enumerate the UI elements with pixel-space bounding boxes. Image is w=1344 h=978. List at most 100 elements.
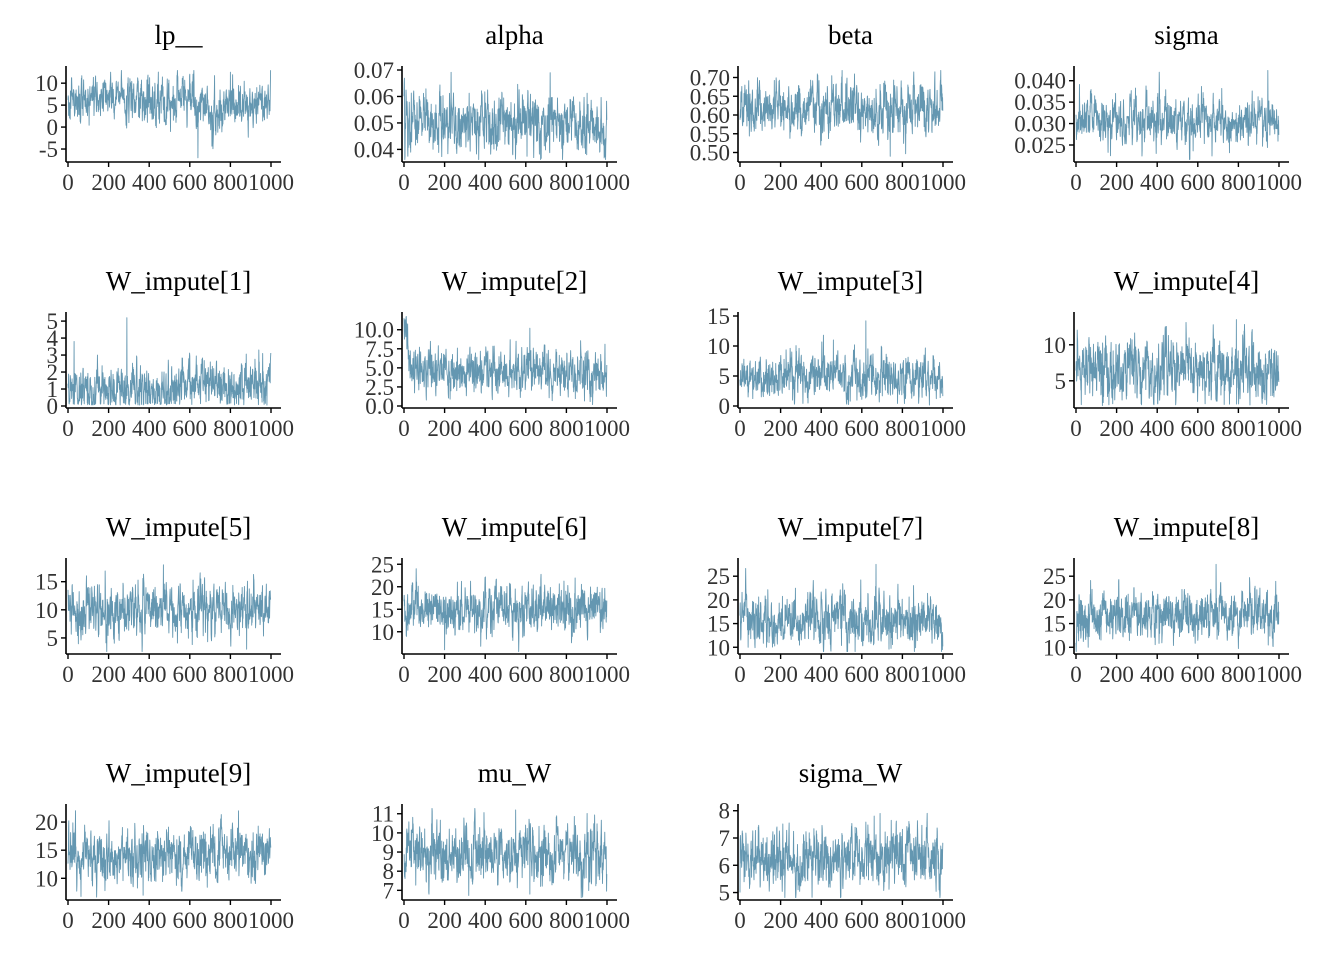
y-tick-label: 11 <box>372 802 394 827</box>
x-tick-label: 800 <box>213 170 248 195</box>
y-tick-label: 0.50 <box>690 141 730 166</box>
x-tick-label: 400 <box>132 662 167 687</box>
trace-line <box>1075 319 1280 406</box>
x-tick-label: 200 <box>763 416 798 441</box>
x-tick-label: 600 <box>845 170 880 195</box>
x-tick-label: 1000 <box>920 170 966 195</box>
y-tick-label: 10 <box>371 821 394 846</box>
x-tick-label: 0 <box>398 662 410 687</box>
x-tick-label: 200 <box>427 170 462 195</box>
x-tick-label: 800 <box>213 662 248 687</box>
x-tick-label: 400 <box>1140 416 1175 441</box>
x-tick-label: 400 <box>132 416 167 441</box>
panel-title: W_impute[8] <box>1114 512 1259 542</box>
y-tick-label: 0.60 <box>690 103 730 128</box>
x-tick-label: 600 <box>509 416 544 441</box>
trace-line <box>739 812 944 898</box>
x-tick-label: 0 <box>62 416 74 441</box>
x-tick-label: 800 <box>885 662 920 687</box>
y-tick-label: 10 <box>35 71 58 96</box>
x-tick-label: 200 <box>763 662 798 687</box>
x-tick-label: 0 <box>1070 416 1082 441</box>
y-tick-label: 15 <box>35 570 58 595</box>
y-tick-label: 0.07 <box>354 58 394 83</box>
x-tick-label: 200 <box>427 416 462 441</box>
trace-plot-svg: W_impute[2] 0.02.55.07.510.0 0 200 400 600 800… <box>354 266 630 441</box>
x-tick-label: 800 <box>885 416 920 441</box>
panel-title: W_impute[9] <box>106 758 251 788</box>
x-tick-label: 600 <box>1181 662 1216 687</box>
x-tick-label: 800 <box>1221 416 1256 441</box>
trace-panel-w-impute-2: W_impute[2] 0.0 2.5 5.0 7.5 10.0 0 200 400 600 800… <box>336 246 672 486</box>
y-tick-label: 2.5 <box>365 375 394 400</box>
panel-title: sigma_W <box>799 758 903 788</box>
trace-panel-w-impute-3: W_impute[3] 0 5 10 15 0 200 400 600 800 1000 <box>672 246 1008 486</box>
x-tick-label: 800 <box>549 662 584 687</box>
y-tick-label: 25 <box>707 564 730 589</box>
panel-title: mu_W <box>478 758 552 788</box>
trace-panel-w-impute-1: W_impute[1] 0 1 2 3 4 5 0 200 400 600 800 1000 <box>0 246 336 486</box>
x-tick-label: 1000 <box>584 662 630 687</box>
panel-title: W_impute[2] <box>442 266 587 296</box>
y-tick-label: 15 <box>1043 612 1066 637</box>
y-tick-label: 0.030 <box>1014 112 1066 137</box>
x-tick-label: 800 <box>213 908 248 933</box>
y-tick-label: 10 <box>35 598 58 623</box>
x-tick-label: 400 <box>132 170 167 195</box>
y-tick-label: 8 <box>383 859 395 884</box>
x-tick-label: 400 <box>804 908 839 933</box>
x-tick-label: 0 <box>1070 662 1082 687</box>
panel-title: beta <box>828 20 873 50</box>
x-tick-label: 600 <box>1181 170 1216 195</box>
x-tick-label: 400 <box>132 908 167 933</box>
trace-line <box>1075 563 1280 652</box>
x-tick-label: 1000 <box>1256 170 1302 195</box>
y-tick-label: 5 <box>1055 369 1067 394</box>
x-tick-label: 400 <box>804 416 839 441</box>
y-tick-label: 1 <box>47 377 59 402</box>
y-tick-label: 0 <box>719 394 731 419</box>
trace-panel-w-impute-6: W_impute[6] 10 15 20 25 0 200 400 600 800 1000 <box>336 492 672 732</box>
y-tick-label: 5 <box>719 881 731 906</box>
y-tick-label: 0.05 <box>354 111 394 136</box>
trace-panel-beta: beta 0.50 0.55 0.60 0.65 0.70 0 200 400 600 800 100… <box>672 0 1008 240</box>
y-tick-label: 10 <box>707 635 730 660</box>
x-tick-label: 600 <box>173 416 208 441</box>
x-tick-label: 800 <box>549 416 584 441</box>
x-tick-label: 200 <box>763 170 798 195</box>
x-tick-label: 1000 <box>248 908 294 933</box>
x-tick-label: 200 <box>91 908 126 933</box>
y-tick-label: 0.025 <box>1014 133 1066 158</box>
y-tick-label: 3 <box>47 343 59 368</box>
x-tick-label: 0 <box>734 170 746 195</box>
x-tick-label: 600 <box>173 170 208 195</box>
y-tick-label: 20 <box>707 588 730 613</box>
x-tick-label: 600 <box>845 908 880 933</box>
y-tick-label: 0 <box>47 115 59 140</box>
x-tick-label: 0 <box>62 908 74 933</box>
trace-line <box>67 564 272 652</box>
x-tick-label: 1000 <box>920 908 966 933</box>
trace-panel-w-impute-4: W_impute[4] 5 10 0 200 400 600 800 1000 <box>1008 246 1344 486</box>
trace-line <box>403 71 608 160</box>
y-tick-label: 25 <box>371 552 394 577</box>
trace-line <box>67 810 272 898</box>
y-tick-label: 4 <box>47 326 59 351</box>
trace-line <box>739 70 944 157</box>
trace-line <box>739 320 944 406</box>
x-tick-label: 200 <box>91 662 126 687</box>
x-tick-label: 800 <box>549 170 584 195</box>
x-tick-label: 0 <box>734 662 746 687</box>
x-tick-label: 600 <box>173 662 208 687</box>
x-tick-label: 0 <box>62 170 74 195</box>
y-tick-label: 0.035 <box>1014 90 1066 115</box>
y-tick-label: 5 <box>719 364 731 389</box>
x-tick-label: 0 <box>398 170 410 195</box>
